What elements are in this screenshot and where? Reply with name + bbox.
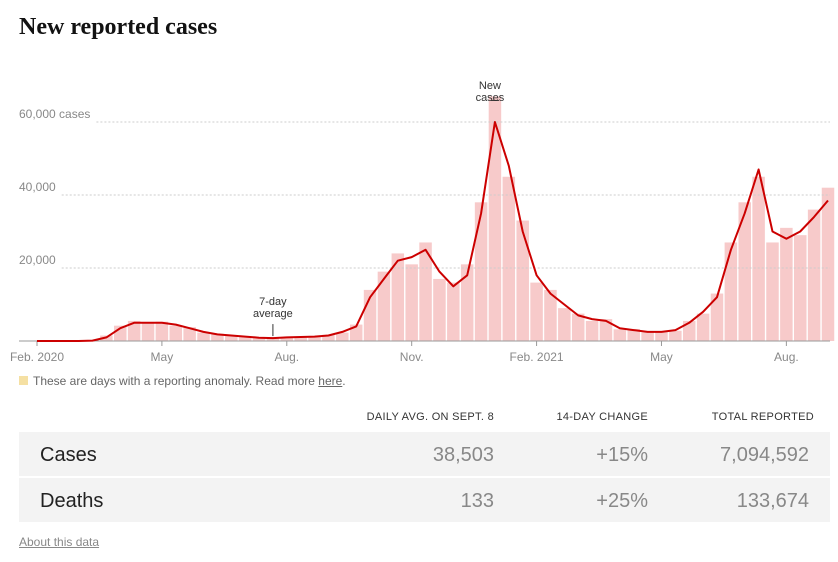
bar — [544, 289, 557, 341]
table-header: 14-DAY CHANGE — [556, 411, 648, 423]
note-text: These are days with a reporting anomaly.… — [33, 374, 315, 388]
x-tick-label: May — [650, 350, 673, 364]
note-link[interactable]: here — [318, 374, 343, 388]
bar — [655, 331, 668, 341]
bar — [336, 332, 349, 341]
bar — [294, 337, 307, 341]
bar — [447, 282, 460, 341]
bar — [197, 332, 210, 341]
bar — [571, 313, 585, 341]
y-tick-label: 20,000 — [19, 253, 56, 267]
footer-link[interactable]: About this data — [19, 535, 100, 549]
chart: 20,000 40,000 60,000 cases Feb. 2020 May Aug.… — [10, 96, 835, 364]
bar — [724, 242, 738, 341]
bar — [169, 325, 183, 341]
bar — [238, 336, 252, 341]
row-label: Deaths — [40, 490, 104, 512]
cell: 133 — [460, 490, 494, 512]
bar — [433, 278, 446, 341]
bar — [641, 332, 654, 341]
bar — [225, 335, 238, 341]
bar — [530, 282, 543, 341]
cell: +15% — [596, 444, 648, 466]
bar — [752, 176, 765, 341]
bar — [155, 321, 169, 341]
annotation: 7-day average — [253, 296, 293, 321]
x-tick-label: Feb. 2021 — [510, 350, 564, 364]
bar — [696, 313, 710, 341]
table-row: Cases 38,503 +15% 7,094,592 — [19, 432, 830, 476]
bar — [821, 187, 835, 341]
bar — [516, 220, 529, 341]
annotation: New cases — [475, 80, 505, 105]
bar — [627, 328, 640, 341]
bar — [599, 319, 613, 341]
bar — [710, 293, 724, 341]
legend-swatch — [19, 376, 28, 385]
bar — [766, 242, 779, 341]
cell: 133,674 — [736, 490, 809, 512]
bar — [252, 337, 266, 341]
bar — [419, 242, 432, 341]
bar — [405, 264, 418, 341]
row-label: Cases — [40, 444, 97, 466]
bar — [460, 264, 474, 341]
table-header: TOTAL REPORTED — [711, 411, 814, 423]
table-row: Deaths 133 +25% 133,674 — [19, 478, 830, 522]
bar — [377, 271, 391, 341]
cell: +25% — [596, 490, 648, 512]
x-tick-label: Aug. — [774, 350, 799, 364]
bar — [308, 336, 321, 341]
table-header: DAILY AVG. ON SEPT. 8 — [366, 411, 494, 423]
bar — [502, 176, 516, 341]
chart-title: New reported cases — [19, 14, 218, 40]
bar — [183, 327, 196, 341]
x-tick-label: Aug. — [274, 350, 299, 364]
bar — [682, 320, 696, 341]
bar — [322, 334, 335, 341]
bar — [738, 202, 751, 341]
legend-note: These are days with a reporting anomaly.… — [19, 374, 346, 388]
bar — [613, 329, 627, 341]
x-tick-label: Feb. 2020 — [10, 350, 64, 364]
bar — [488, 96, 502, 341]
y-tick-label: 40,000 — [19, 180, 56, 194]
cell: 7,094,592 — [720, 444, 809, 466]
x-tick-label: Nov. — [400, 350, 424, 364]
note-end: . — [342, 374, 346, 388]
cell: 38,503 — [432, 444, 494, 466]
bar — [780, 227, 793, 341]
bar — [585, 320, 599, 341]
bar — [127, 320, 141, 341]
bar — [211, 333, 224, 341]
y-tick-label: 60,000 cases — [19, 107, 90, 121]
x-tick-label: May — [151, 350, 174, 364]
bar — [794, 235, 807, 341]
line — [37, 121, 829, 342]
bar — [141, 323, 155, 341]
bar — [807, 209, 821, 341]
bar — [391, 253, 405, 341]
bar — [669, 330, 682, 341]
bar — [558, 308, 571, 341]
bar — [266, 338, 280, 341]
bar — [474, 202, 488, 341]
bar — [280, 336, 294, 341]
